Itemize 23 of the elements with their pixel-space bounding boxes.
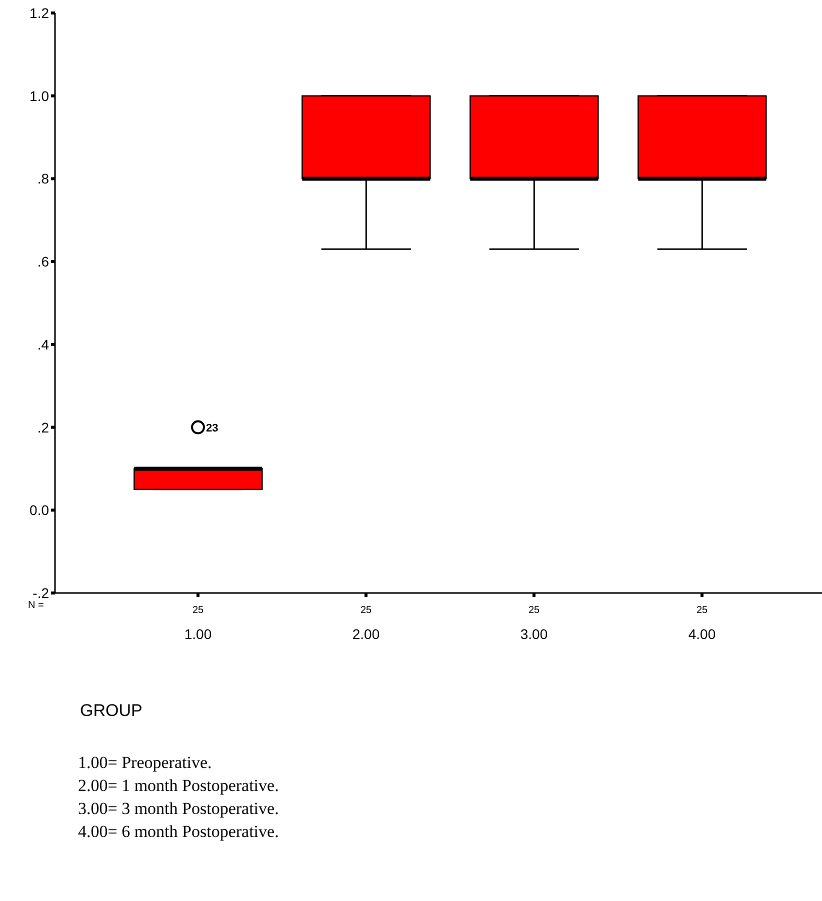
y-tick-label: .2 [37,419,50,436]
x-tick-label: 4.00 [688,626,716,642]
y-tick-label: .8 [37,170,50,187]
text: 25 [360,605,372,616]
text: 25 [528,605,540,616]
y-tick-label: 0.0 [30,502,50,518]
y-tick-label: .6 [37,254,50,270]
text: N = [28,600,44,611]
y-tick-label: .4 [37,336,50,352]
y-tick-label: 1.2 [30,4,50,21]
y-tick-label: -.2 [32,584,50,601]
x-axis-title: GROUP [80,701,144,721]
text: 25 [192,605,204,616]
x-tick-label: 2.00 [352,626,380,642]
text: 3.00= 3 month Postoperative. [78,798,280,820]
annotation: 23 [206,422,218,434]
text: 2.00= 1 month Postoperative. [78,775,280,797]
x-tick-label: 1.00 [184,626,212,642]
text: 4.00= 6 month Postoperative. [78,821,280,843]
y-tick-label: 1.0 [30,88,50,104]
x-tick-label: 3.00 [520,626,548,642]
text: 1.00= Preoperative. [78,752,213,774]
text: 25 [696,605,708,616]
